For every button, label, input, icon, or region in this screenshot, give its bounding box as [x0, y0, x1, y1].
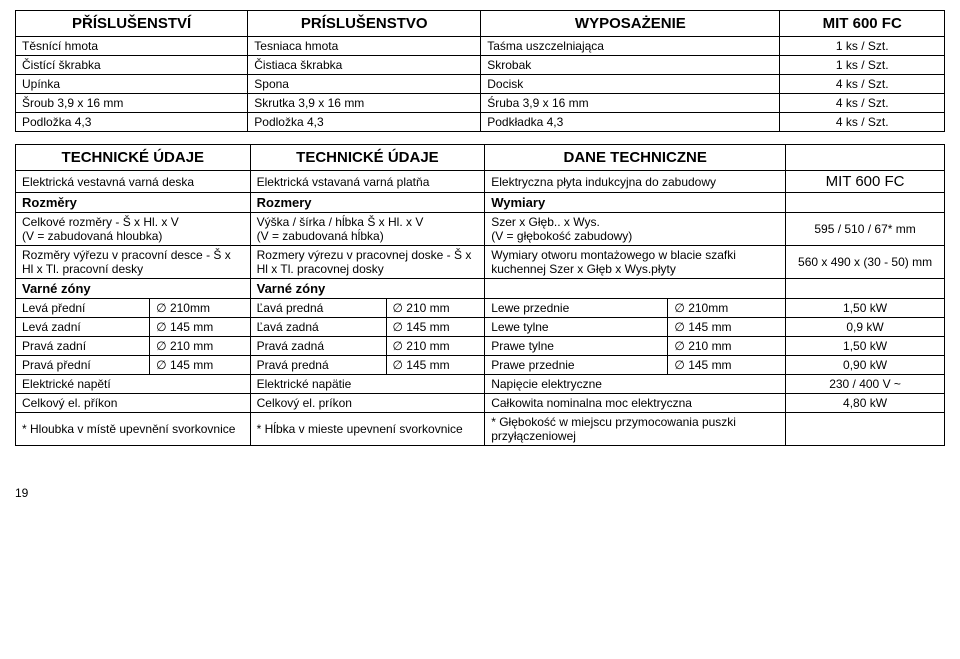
cell: * Głębokość w miejscu przymocowania pusz… [485, 413, 786, 446]
page-number: 19 [15, 486, 945, 500]
cell: ∅ 210 mm [386, 337, 485, 356]
cell: Prawe tylne [485, 337, 668, 356]
cell: Levá přední [16, 299, 150, 318]
cell: Podkładka 4,3 [481, 113, 780, 132]
cell: Upínka [16, 75, 248, 94]
cell: Lewe przednie [485, 299, 668, 318]
th-acc-pl: WYPOSAŻENIE [481, 11, 780, 37]
cell: Skrutka 3,9 x 16 mm [248, 94, 481, 113]
cell: ∅ 145 mm [386, 356, 485, 375]
th-tech-cz: TECHNICKÉ ÚDAJE [16, 145, 251, 171]
cell: * Hloubka v místě upevnění svorkovnice [16, 413, 251, 446]
cell: Tesniaca hmota [248, 37, 481, 56]
cell: 560 x 490 x (30 - 50) mm [786, 246, 945, 279]
cell: Čistící škrabka [16, 56, 248, 75]
cell: Wymiary otworu montażowego w blacie szaf… [485, 246, 786, 279]
cell: ∅ 210 mm [150, 337, 250, 356]
cell: 1,50 kW [786, 337, 945, 356]
cell: 595 / 510 / 67* mm [786, 213, 945, 246]
th-tech-sk: TECHNICKÉ ÚDAJE [250, 145, 485, 171]
cell: Elektryczna płyta indukcyjna do zabudowy [485, 171, 786, 193]
cell: Celkový el. príkon [250, 394, 485, 413]
cell: Podložka 4,3 [248, 113, 481, 132]
section-zones-sk: Varné zóny [250, 279, 485, 299]
cell: Elektrická vestavná varná deska [16, 171, 251, 193]
cell: Rozmery výrezu v pracovnej doske - Š x H… [250, 246, 485, 279]
cell: Całkowita nominalna moc elektryczna [485, 394, 786, 413]
cell: Výška / šírka / hĺbka Š x Hl. x V (V = z… [250, 213, 485, 246]
th-acc-sk: PRÍSLUŠENSTVO [248, 11, 481, 37]
cell: Čistiaca škrabka [248, 56, 481, 75]
cell: 4,80 kW [786, 394, 945, 413]
section-dims-pl: Wymiary [485, 193, 786, 213]
cell: 4 ks / Szt. [780, 113, 945, 132]
model-cell: MIT 600 FC [786, 171, 945, 193]
cell: Pravá přední [16, 356, 150, 375]
cell: Pravá predná [250, 356, 386, 375]
cell: 1 ks / Szt. [780, 37, 945, 56]
cell [485, 279, 786, 299]
technical-data-table: TECHNICKÉ ÚDAJE TECHNICKÉ ÚDAJE DANE TEC… [15, 144, 945, 446]
cell: Celkové rozměry - Š x Hl. x V (V = zabud… [16, 213, 251, 246]
cell: Elektrická vstavaná varná platňa [250, 171, 485, 193]
cell: Pravá zadní [16, 337, 150, 356]
cell: ∅ 145 mm [386, 318, 485, 337]
th-acc-cz: PŘÍSLUŠENSTVÍ [16, 11, 248, 37]
cell: Levá zadní [16, 318, 150, 337]
accessories-table: PŘÍSLUŠENSTVÍ PRÍSLUŠENSTVO WYPOSAŻENIE … [15, 10, 945, 132]
cell: ∅ 210mm [150, 299, 250, 318]
cell: ∅ 145 mm [668, 318, 786, 337]
cell: Lewe tylne [485, 318, 668, 337]
cell: ∅ 145 mm [668, 356, 786, 375]
cell: Szer x Głęb.. x Wys. (V = głębokość zabu… [485, 213, 786, 246]
th-tech-pl: DANE TECHNICZNE [485, 145, 786, 171]
cell: ∅ 210 mm [386, 299, 485, 318]
cell: Ľavá zadná [250, 318, 386, 337]
cell: 4 ks / Szt. [780, 75, 945, 94]
cell: 0,9 kW [786, 318, 945, 337]
cell: Rozměry výřezu v pracovní desce - Š x Hl… [16, 246, 251, 279]
cell: Pravá zadná [250, 337, 386, 356]
cell: Napięcie elektryczne [485, 375, 786, 394]
th-acc-model: MIT 600 FC [780, 11, 945, 37]
cell: Docisk [481, 75, 780, 94]
cell: ∅ 210 mm [668, 337, 786, 356]
cell [786, 413, 945, 446]
cell: Śruba 3,9 x 16 mm [481, 94, 780, 113]
section-dims-cz: Rozměry [16, 193, 251, 213]
cell: Elektrické napětí [16, 375, 251, 394]
cell: 230 / 400 V ~ [786, 375, 945, 394]
section-dims-sk: Rozmery [250, 193, 485, 213]
cell: Podložka 4,3 [16, 113, 248, 132]
cell: Skrobak [481, 56, 780, 75]
cell: Spona [248, 75, 481, 94]
cell: Prawe przednie [485, 356, 668, 375]
cell: 0,90 kW [786, 356, 945, 375]
cell: 1,50 kW [786, 299, 945, 318]
cell: Celkový el. příkon [16, 394, 251, 413]
cell: Šroub 3,9 x 16 mm [16, 94, 248, 113]
cell [786, 279, 945, 299]
cell: ∅ 210mm [668, 299, 786, 318]
cell: Těsnící hmota [16, 37, 248, 56]
section-zones-cz: Varné zóny [16, 279, 251, 299]
cell: * Hĺbka v mieste upevnení svorkovnice [250, 413, 485, 446]
cell: Taśma uszczelniająca [481, 37, 780, 56]
cell: 4 ks / Szt. [780, 94, 945, 113]
cell: Ľavá predná [250, 299, 386, 318]
th-tech-blank [786, 145, 945, 171]
cell [786, 193, 945, 213]
cell: Elektrické napätie [250, 375, 485, 394]
cell: 1 ks / Szt. [780, 56, 945, 75]
cell: ∅ 145 mm [150, 318, 250, 337]
cell: ∅ 145 mm [150, 356, 250, 375]
